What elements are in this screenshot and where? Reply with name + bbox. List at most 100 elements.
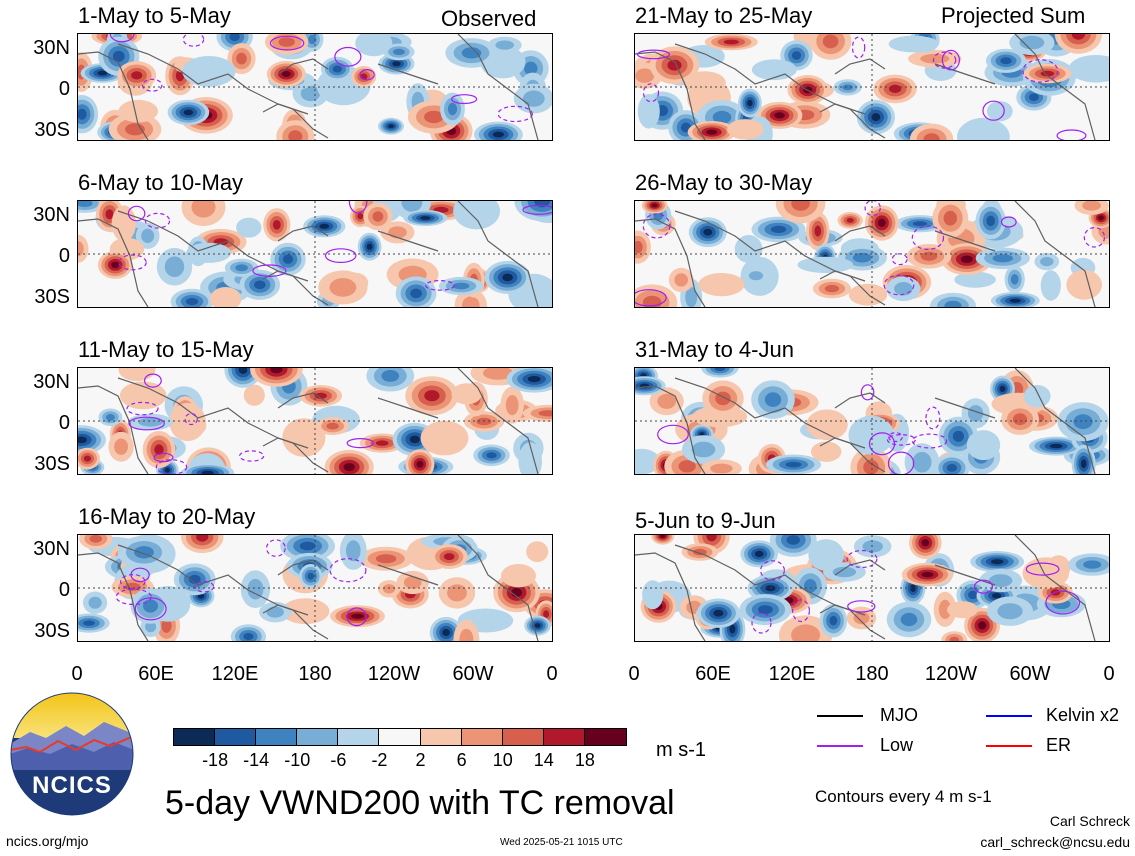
anomaly-shade [691,441,716,458]
contour-low [657,424,689,445]
coastline [78,385,149,474]
anomaly-shade [966,430,1001,461]
anomaly-shade [910,584,916,592]
colorbar-labels: -18 -14 -10 -6 -2 2 6 10 14 18 [173,749,627,771]
anomaly-shade [651,203,658,208]
coastline [674,377,866,449]
anomaly-shade [351,613,364,619]
anomaly-shade [409,435,420,444]
anomaly-shade [642,580,664,610]
contour-low [522,204,552,215]
coastline [934,230,996,252]
lat-label-30n: 30N [33,204,70,226]
anomaly-shade [329,278,357,297]
contour-low [751,612,772,634]
coastline [819,437,886,473]
coastline [78,218,149,307]
coastline [117,43,309,115]
contour-low [128,416,165,431]
colorbar-swatch [584,729,626,745]
anomaly-shade [871,113,881,122]
footer-timestamp: Wed 2025-05-21 1015 UTC [500,837,623,848]
contour-low [887,451,915,474]
colorbar-swatch [338,729,380,745]
footer-url[interactable]: ncics.org/mjo [6,833,89,849]
anomaly-shade [888,84,902,93]
anomaly-shade [635,240,643,254]
anomaly-shade [78,108,87,120]
anomaly-shade [968,590,978,600]
coastline [674,544,866,616]
contour-low [141,78,163,92]
anomaly-shade [785,461,802,468]
colorbar-tick-label: -14 [243,750,270,770]
contour-low [911,433,948,449]
anomaly-shade [710,463,733,474]
anomaly-shade [114,438,128,455]
anomaly-shade [131,71,143,80]
legend-line-er [986,745,1032,747]
coastline [457,368,539,474]
anomaly-shade [714,368,726,371]
anomaly-shade [527,376,541,383]
lon-label: 60W [452,663,494,685]
anomaly-shade [1071,34,1086,40]
anomaly-shade [326,422,339,430]
anomaly-shade [154,444,164,455]
anomaly-shade [420,420,469,456]
lat-label-eq: 0 [58,579,70,601]
anomaly-shade [660,535,666,538]
contour-low [1025,562,1060,576]
coastline [277,58,329,75]
coastline [674,210,866,282]
anomaly-shade [118,368,156,382]
anomaly-shade [957,117,1010,140]
coastline [1014,201,1096,307]
anomaly-shade [505,395,519,416]
contour-low [851,36,866,59]
coastline [819,270,886,306]
lat-label-30n: 30N [33,371,70,393]
anomaly-shade [388,124,394,129]
colorbar-tick-label: 6 [456,750,467,770]
lat-label-30n: 30N [33,538,70,560]
anomaly-shade [920,251,938,261]
map-field [635,535,1109,641]
anomaly-shade [938,599,952,619]
contour-low [982,100,1005,121]
map-field [635,201,1109,307]
anomaly-shade [637,94,660,129]
anomaly-shade [186,242,231,263]
anomaly-shade [997,603,1023,620]
anomaly-shade [1022,557,1069,589]
contour-low [636,49,671,60]
map-field [78,368,552,474]
anomaly-shade [538,410,552,417]
anomaly-shade [791,201,810,211]
coastline [834,225,886,242]
panel-title: 31-May to 4-Jun [635,337,794,362]
anomaly-shade [791,51,802,60]
anomaly-shade [986,101,1013,122]
contour-low [194,580,215,593]
anomaly-shade [188,574,201,584]
anomaly-shade [829,615,838,626]
contour-low [115,588,152,606]
contour-low [155,459,188,474]
anomaly-shade [483,368,514,380]
contour-low [346,437,374,449]
coastline [1014,368,1096,474]
coastline [635,218,706,307]
anomaly-shade [713,609,724,617]
anomaly-shade [420,216,431,220]
lon-label: 60W [1009,663,1051,685]
footer-email[interactable]: carl_schreck@ncsu.edu [980,834,1130,850]
contour-low [329,558,367,583]
anomaly-shade [502,273,513,282]
anomaly-shade [145,621,157,633]
coastline [834,392,886,409]
anomaly-shade [424,390,440,402]
coastline [78,51,149,140]
anomaly-shade [459,628,474,641]
anomaly-shade [442,628,450,637]
